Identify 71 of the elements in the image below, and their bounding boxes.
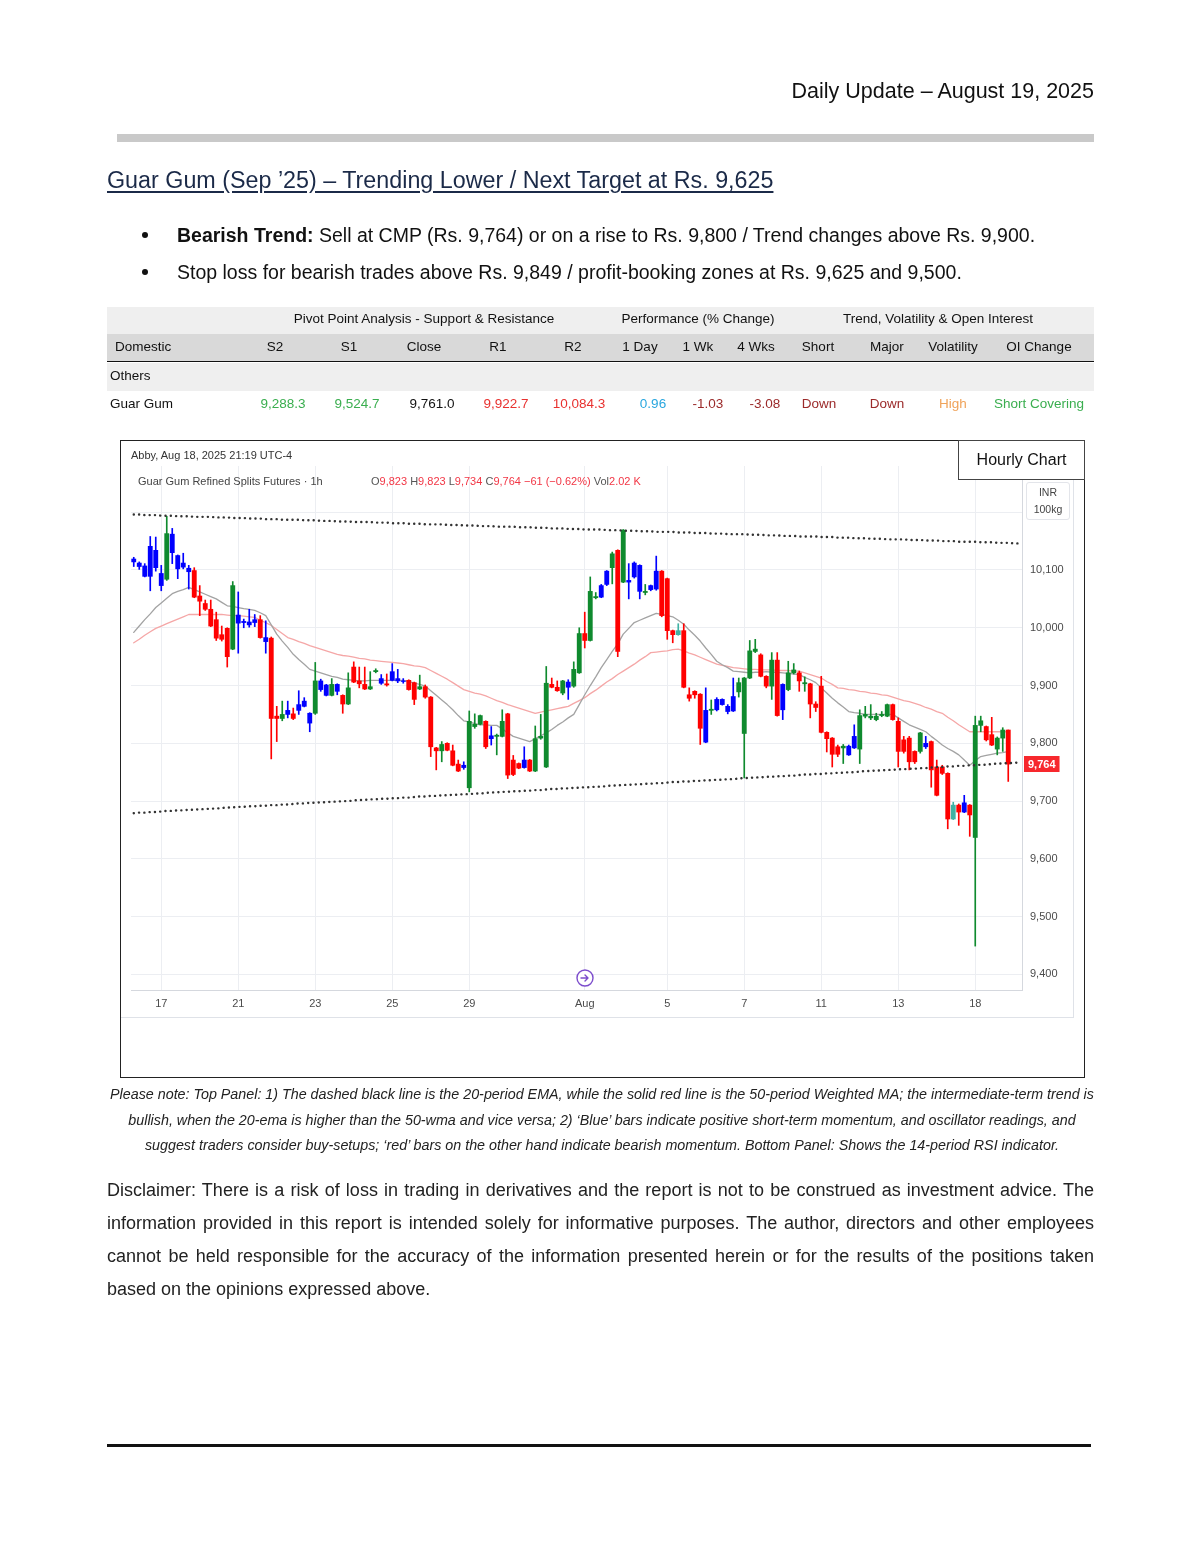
x-tick-label: 21: [232, 996, 245, 1009]
text: O9,823 H9,823 L9,734 C9,764 −61 (−0.62%) Vol2.02 K: [371, 475, 641, 487]
x-tick-label: Aug: [574, 996, 595, 1009]
x-tick-label: 13: [892, 996, 905, 1009]
y-tick-label: 9,400: [1030, 967, 1058, 980]
text: R1: [489, 339, 507, 354]
y-tick-label: 10,100: [1030, 563, 1064, 576]
text: R2: [564, 339, 582, 354]
candlestick: [362, 666, 368, 690]
text: 0.96: [639, 396, 667, 411]
candlestick: [708, 699, 714, 715]
text: Down: [801, 396, 837, 411]
text: Trend, Volatility & Open Interest: [841, 311, 1035, 326]
x-tick-label: 7: [741, 996, 748, 1009]
chart-subtitle: Daily Update – August 19, 2025: [791, 78, 1094, 105]
x-tick-label: 5: [664, 996, 671, 1009]
y-tick-label: 10,000: [1030, 620, 1064, 633]
text: -3.08: [749, 396, 781, 411]
text: Others: [110, 368, 151, 383]
text: Pivot Point Analysis - Support & Resistance: [292, 311, 556, 326]
text: -1.03: [692, 396, 724, 411]
chart-title: Guar Gum (Sep ’25) – Trending Lower / Next Target at Rs. 9,625: [107, 166, 774, 195]
text: Disclaimer: There is a risk of loss in trading in derivatives and the report is not to be construed as investment advice. The information provided in this report is intended solely for informative purposes. The author, directors and other employees cannot be held responsible for the accuracy of the information presented herein or for the results of the positions taken based on the opinions expressed above.: [107, 1179, 1094, 1301]
text: 9,288.3: [260, 396, 306, 411]
text: S1: [340, 339, 358, 354]
text: Performance (% Change): [621, 311, 775, 326]
text: 4 Wks: [737, 339, 775, 354]
text: Short Covering: [993, 396, 1085, 411]
text: Guar Gum: [110, 396, 174, 411]
y-tick-label: 9,900: [1030, 678, 1058, 691]
text: Domestic: [115, 339, 172, 354]
candlestick: [384, 673, 390, 687]
candlestick: [488, 726, 494, 746]
text: Please note: Top Panel: 1) The dashed black line is the 20-period EMA, while the solid red line is the 50-period Weighted MA; the intermediate-term trend is bullish, when the 20-ema is higher than the 50-wma and vice versa; 2) ‘Blue’ bars indicate positive short-term momentum, and oscillator readings, and suggest traders consider buy-setups; ‘red’ bars on the other hand indicate bearish momentum. Bottom Panel: Shows the 14-period RSI indicator.: [109, 1085, 1095, 1155]
candlestick: [263, 620, 269, 654]
text: Abby, Aug 18, 2025 21:19 UTC-4: [131, 448, 293, 462]
candlestick: [186, 565, 192, 590]
annotation: Guar Gum Refined Splits Futures · 1h: [138, 474, 323, 488]
x-tick-label: 18: [969, 996, 982, 1009]
y-tick-label: 9,700: [1030, 794, 1058, 807]
text: 9,761.0: [409, 396, 455, 411]
x-tick-label: 29: [463, 996, 476, 1009]
text: OI Change: [1006, 339, 1072, 354]
x-tick-label: 17: [155, 996, 168, 1009]
text: 1 Day: [622, 339, 658, 354]
text: Down: [869, 396, 905, 411]
y-tick-label: 9,800: [1030, 736, 1058, 749]
candlestick: [582, 611, 588, 649]
candlestick: [802, 676, 808, 692]
annotation: 9,764: [1028, 757, 1057, 770]
text: Stop loss for bearish trades above Rs. 9,849 / profit-booking zones at Rs. 9,625 and 9,500.: [177, 261, 962, 283]
text: Close: [406, 339, 442, 354]
y-tick-label: 9,600: [1030, 851, 1058, 864]
x-tick-label: 11: [815, 996, 827, 1009]
candlestick: [367, 671, 373, 690]
y-tick-label: 9,500: [1030, 909, 1058, 922]
text: 10,084.3: [552, 396, 606, 411]
text: Major: [870, 339, 904, 354]
line-series: [132, 513, 1021, 545]
text: 1 Wk: [682, 339, 714, 354]
text: S2: [266, 339, 284, 354]
x-tick-label: 23: [309, 996, 322, 1009]
text: 9,524.7: [334, 396, 380, 411]
x-tick-label: 25: [386, 996, 399, 1009]
text: High: [939, 396, 967, 411]
text: Bearish Trend: Sell at CMP (Rs. 9,764) or on a rise to Rs. 9,800 / Trend changes above Rs. 9,900.: [177, 224, 1036, 246]
candlestick: [642, 584, 648, 596]
text: Short: [801, 339, 835, 354]
text: Volatility: [928, 339, 978, 354]
text: 9,922.7: [483, 396, 529, 411]
candlestick: [417, 674, 423, 690]
